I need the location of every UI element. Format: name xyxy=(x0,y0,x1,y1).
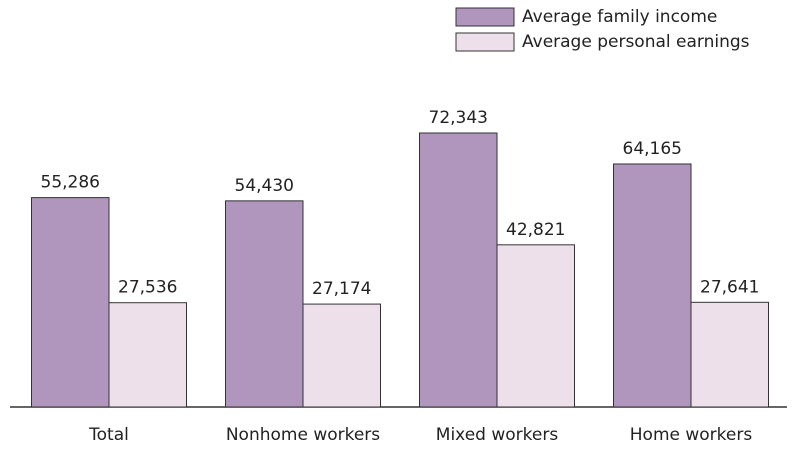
bar xyxy=(225,200,304,408)
data-label: 27,641 xyxy=(700,277,759,297)
bar xyxy=(108,302,187,408)
x-tick-label: Nonhome workers xyxy=(226,425,380,445)
x-tick-label: Home workers xyxy=(630,425,753,445)
bar xyxy=(496,244,575,408)
bar xyxy=(31,197,110,408)
data-label: 55,286 xyxy=(41,173,100,193)
bar xyxy=(613,163,692,408)
legend-swatch xyxy=(455,7,515,27)
legend-swatch xyxy=(455,32,515,52)
data-label: 42,821 xyxy=(506,220,565,240)
bar xyxy=(690,301,769,408)
x-tick-label: Total xyxy=(88,425,129,445)
data-label: 27,174 xyxy=(312,279,371,299)
data-label: 72,343 xyxy=(429,108,488,128)
data-label: 64,165 xyxy=(623,139,682,159)
data-label: 27,536 xyxy=(118,278,177,298)
legend-label: Average personal earnings xyxy=(522,32,750,52)
legend-label: Average family income xyxy=(522,7,717,27)
bar xyxy=(302,303,381,408)
bar xyxy=(419,132,498,408)
x-tick-label: Mixed workers xyxy=(436,425,559,445)
data-label: 54,430 xyxy=(235,176,294,196)
